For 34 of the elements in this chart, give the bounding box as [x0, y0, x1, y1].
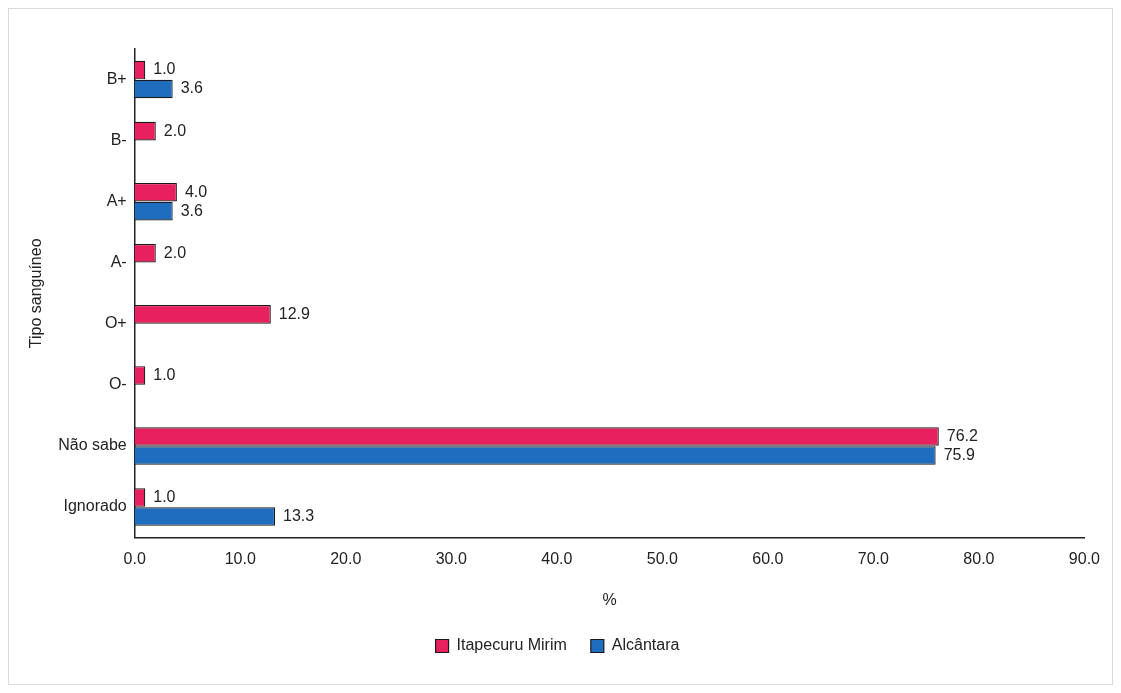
x-tick-label: 40.0: [541, 549, 573, 567]
y-tick-label: Não sabe: [58, 436, 127, 454]
data-label: 76.2: [946, 426, 979, 444]
x-tick-label: 90.0: [1068, 549, 1101, 567]
y-tick-label: A+: [106, 192, 127, 210]
data-label: 4.0: [184, 182, 208, 200]
data-label: 1.0: [153, 60, 176, 78]
x-tick-label: 60.0: [752, 549, 784, 567]
y-axis-title: Tipo sanguíneo: [27, 238, 45, 349]
legend-label: Itapecuru Mirim: [456, 636, 567, 654]
x-tick-label: 20.0: [330, 549, 362, 567]
data-label: 75.9: [943, 445, 975, 463]
y-tick-label: O-: [108, 375, 127, 393]
data-label: 1.0: [153, 365, 176, 383]
data-label: 3.6: [180, 79, 204, 97]
y-tick-label: B+: [106, 69, 127, 87]
data-label: 12.9: [278, 304, 311, 322]
legend-label: Alcântara: [611, 636, 680, 654]
y-tick-label: O+: [104, 314, 127, 332]
data-label: 1.0: [153, 488, 176, 505]
y-tick-label: Ignorado: [63, 497, 127, 515]
x-tick-label: 50.0: [646, 549, 678, 567]
data-label: 13.3: [283, 506, 315, 524]
y-tick-label: A-: [110, 253, 127, 271]
y-tick-label: B-: [110, 131, 127, 149]
x-tick-label: 80.0: [963, 549, 995, 567]
x-tick-label: 0.0: [123, 549, 146, 567]
data-label: 2.0: [163, 243, 187, 261]
x-tick-label: 70.0: [857, 549, 890, 567]
x-axis-title: %: [602, 590, 617, 608]
x-tick-label: 10.0: [224, 549, 256, 567]
x-tick-label: 30.0: [435, 549, 467, 567]
data-label: 2.0: [163, 121, 187, 139]
data-label: 3.6: [180, 201, 204, 219]
